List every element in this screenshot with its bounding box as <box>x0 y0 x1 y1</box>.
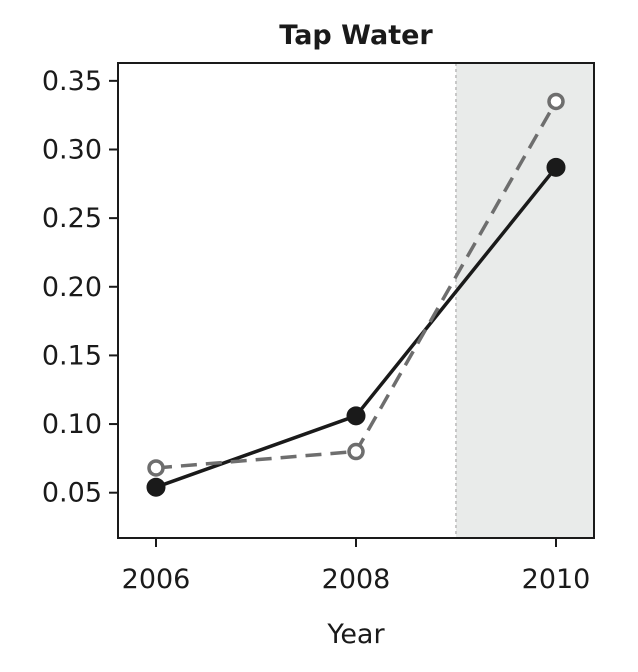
y-tick-label: 0.30 <box>42 134 102 165</box>
series-1-point <box>346 406 366 426</box>
x-axis-label: Year <box>326 619 385 650</box>
series-2-point <box>147 459 165 477</box>
y-tick-label: 0.10 <box>42 409 102 440</box>
y-tick-label: 0.15 <box>42 340 102 371</box>
y-tick-label: 0.05 <box>42 478 102 509</box>
chart-title: Tap Water <box>279 20 433 51</box>
x-tick-label: 2006 <box>122 564 191 595</box>
x-tick-label: 2008 <box>322 564 391 595</box>
series-1-point <box>146 477 166 497</box>
axes-layer: 2006 2008 2010 0.05 0.10 0.15 0.20 0.25 0.30 0.35 <box>42 66 590 595</box>
y-tick-label: 0.20 <box>42 272 102 303</box>
shaded-region <box>456 63 594 538</box>
series-1-point <box>546 157 566 177</box>
y-tick-label: 0.25 <box>42 203 102 234</box>
series-2-point <box>547 92 565 111</box>
series-layer <box>146 92 566 497</box>
x-tick-label: 2010 <box>522 564 591 595</box>
series-2-point <box>347 442 365 461</box>
y-tick-label: 0.35 <box>42 66 102 97</box>
